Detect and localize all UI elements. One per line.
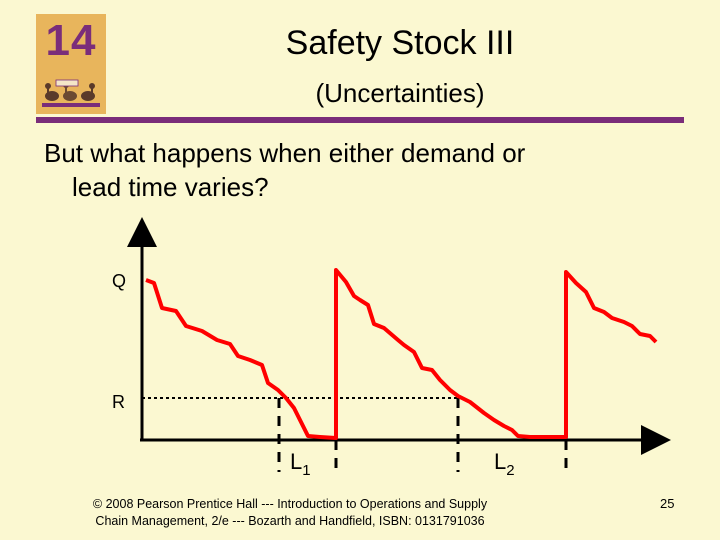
slide-title: Safety Stock III (285, 24, 515, 62)
lead-time-1-letter: L (290, 449, 302, 474)
body-line-2: lead time varies? (72, 172, 269, 202)
slide-subtitle: (Uncertainties) (315, 78, 485, 108)
chapter-number: 14 (45, 16, 97, 65)
footer-line-1: © 2008 Pearson Prentice Hall --- Introdu… (92, 497, 488, 511)
lead-time-1-subscript: 1 (302, 462, 310, 479)
lead-time-1-label: L1 (290, 449, 311, 479)
inventory-level-line (145, 268, 658, 440)
page-number: 25 (660, 496, 675, 511)
footer-line-2: Chain Management, 2/e --- Bozarth and Ha… (95, 514, 485, 528)
title-divider (36, 117, 684, 123)
body-line-1: But what happens when either demand or (44, 138, 526, 168)
birds-illustration-icon (42, 79, 100, 107)
copyright-footer: © 2008 Pearson Prentice Hall --- Introdu… (40, 496, 540, 530)
chapter-logo: 14 (36, 14, 106, 114)
body-text: But what happens when either demand or l… (44, 136, 684, 204)
lead-time-2-letter: L (494, 449, 506, 474)
lead-time-2-label: L2 (494, 449, 515, 479)
q-axis-label: Q (112, 271, 126, 291)
r-axis-label: R (112, 392, 125, 412)
lead-time-2-subscript: 2 (506, 462, 514, 479)
